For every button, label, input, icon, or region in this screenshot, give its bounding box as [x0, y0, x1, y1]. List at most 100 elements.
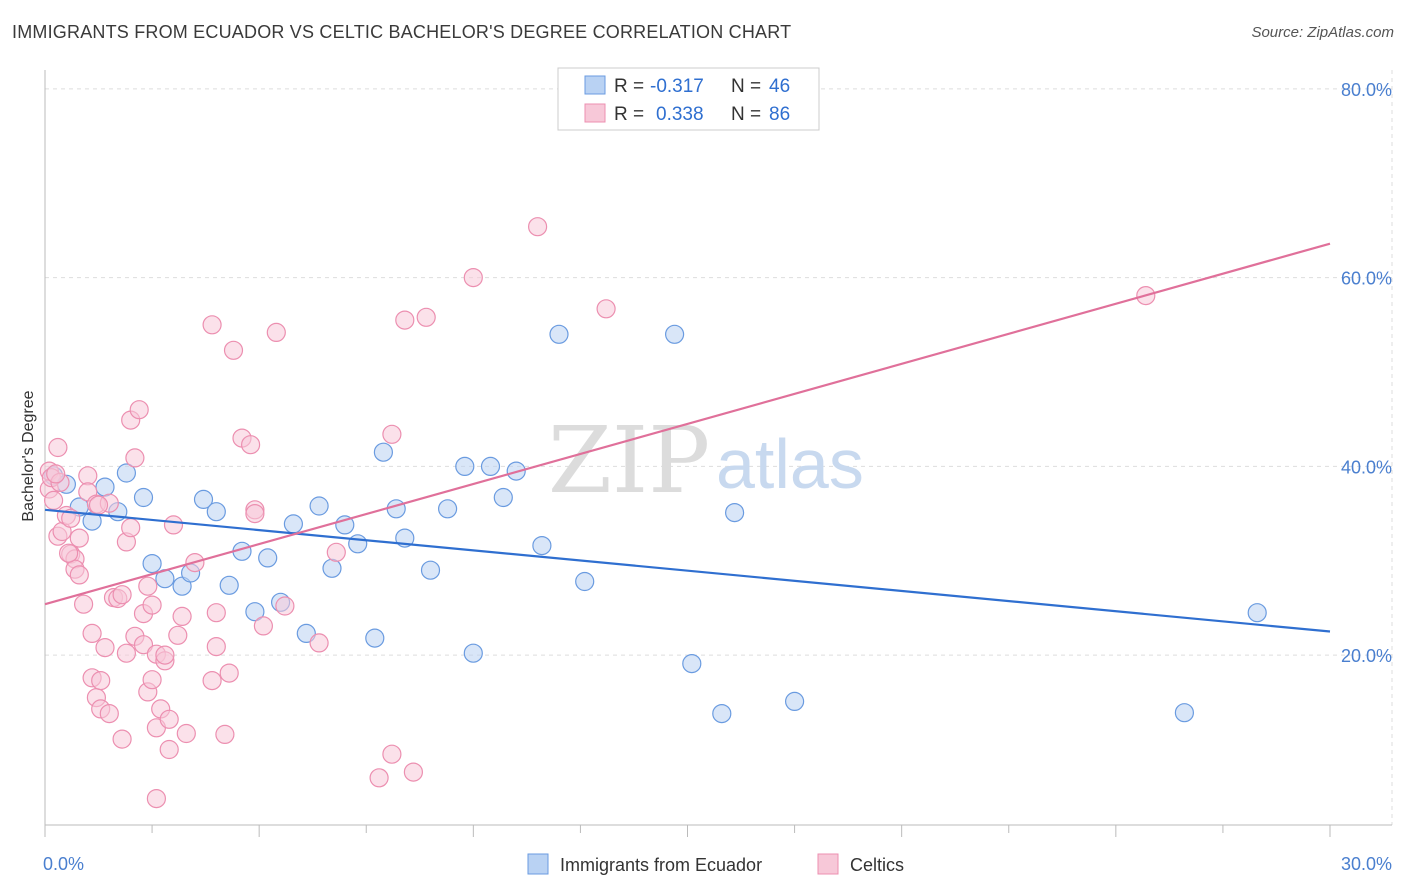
point-ecuador-31: [455, 456, 475, 476]
bottom-legend-label-ecuador: Immigrants from Ecuador: [560, 855, 762, 875]
point-ecuador-8: [142, 553, 162, 574]
point-celtics-67: [275, 596, 295, 616]
point-celtics-37: [133, 635, 154, 655]
legend-r-label-1: R =: [614, 104, 644, 125]
series-legend: Immigrants from Ecuador Celtics: [527, 853, 904, 875]
y-tick-label-3: 80.0%: [1341, 80, 1392, 100]
grid: [45, 70, 1393, 825]
point-ecuador-34: [493, 487, 513, 508]
legend-r-value-1: 0.338: [656, 104, 704, 125]
watermark: ZIP atlas: [548, 407, 864, 514]
point-ecuador-36: [532, 535, 552, 556]
point-celtics-79: [596, 299, 616, 319]
point-celtics-68: [266, 322, 286, 342]
point-ecuador-30: [438, 499, 458, 519]
point-celtics-72: [382, 744, 402, 764]
chart-title: IMMIGRANTS FROM ECUADOR VS CELTIC BACHEL…: [12, 22, 792, 42]
legend-swatch-ecuador: [584, 75, 606, 95]
point-celtics-30: [116, 643, 137, 663]
point-celtics-85: [88, 495, 109, 515]
point-ecuador-42: [724, 502, 745, 523]
point-celtics-2: [43, 490, 64, 510]
point-celtics-65: [245, 503, 265, 524]
point-ecuador-16: [245, 602, 265, 622]
point-ecuador-38: [575, 571, 595, 592]
x-tick-label-0: 0.0%: [43, 854, 84, 874]
source-label: Source: ZipAtlas.com: [1251, 24, 1394, 41]
bottom-legend-swatch-celtics: [817, 853, 839, 875]
point-celtics-76: [416, 307, 436, 327]
point-ecuador-14: [219, 575, 239, 595]
point-ecuador-22: [322, 558, 342, 578]
point-celtics-40: [142, 595, 162, 615]
point-celtics-51: [168, 625, 188, 645]
x-tick-labels: 0.0% 30.0%: [43, 854, 1392, 874]
point-celtics-52: [172, 606, 192, 627]
y-tick-label-1: 40.0%: [1341, 457, 1392, 477]
point-ecuador-7: [133, 487, 154, 508]
point-celtics-78: [527, 217, 548, 237]
axes: [44, 70, 1392, 837]
point-ecuador-13: [206, 502, 226, 522]
point-ecuador-45: [1247, 603, 1267, 623]
point-celtics-22: [95, 637, 115, 658]
point-celtics-84: [58, 543, 79, 563]
point-celtics-8: [61, 508, 81, 528]
y-axis-label: Bachelor's Degree: [20, 390, 37, 521]
point-celtics-56: [202, 670, 222, 691]
legend-swatch-celtics: [584, 103, 606, 123]
point-celtics-28: [112, 729, 132, 749]
point-ecuador-19: [283, 514, 303, 534]
point-celtics-63: [241, 435, 261, 455]
point-celtics-21: [91, 670, 111, 691]
point-ecuador-24: [348, 534, 368, 554]
point-ecuador-33: [480, 456, 501, 476]
point-celtics-53: [176, 723, 196, 744]
legend-n-value-1: 86: [769, 104, 790, 125]
point-celtics-41: [142, 670, 162, 690]
point-ecuador-29: [420, 560, 441, 580]
point-ecuador-6: [116, 463, 137, 483]
point-ecuador-25: [365, 628, 385, 648]
point-celtics-24: [99, 703, 119, 724]
point-ecuador-17: [258, 548, 278, 568]
point-celtics-61: [223, 340, 244, 360]
watermark-atlas: atlas: [716, 425, 864, 503]
point-celtics-48: [159, 739, 179, 760]
trend-line-ecuador: [44, 508, 1331, 633]
point-celtics-69: [309, 633, 329, 653]
point-celtics-58: [206, 603, 226, 623]
point-celtics-75: [403, 762, 423, 782]
point-ecuador-40: [682, 653, 702, 674]
trend-line-celtics: [44, 242, 1331, 606]
data-points: [39, 217, 1267, 809]
stats-legend: R = -0.317 N = 46 R = 0.338 N = 86: [557, 67, 820, 131]
point-celtics-71: [369, 768, 389, 788]
point-celtics-49: [159, 709, 179, 729]
point-celtics-39: [138, 576, 158, 596]
y-tick-label-2: 60.0%: [1341, 269, 1392, 289]
point-ecuador-21: [309, 496, 329, 516]
point-ecuador-26: [373, 442, 393, 462]
point-celtics-50: [163, 515, 184, 535]
legend-n-label-1: N =: [731, 104, 761, 125]
point-celtics-57: [206, 636, 226, 657]
bottom-legend-swatch-ecuador: [527, 853, 549, 875]
point-celtics-27: [112, 585, 132, 605]
legend-n-value-0: 46: [769, 76, 790, 97]
point-ecuador-4: [95, 477, 115, 497]
legend-r-value-0: -0.317: [650, 76, 704, 97]
point-ecuador-37: [549, 324, 569, 344]
point-celtics-60: [219, 663, 239, 683]
y-tick-label-0: 20.0%: [1341, 646, 1392, 666]
point-celtics-11: [69, 528, 89, 548]
trend-lines: [44, 242, 1331, 633]
point-celtics-14: [78, 466, 98, 486]
point-ecuador-43: [784, 691, 805, 712]
y-tick-labels: 20.0% 40.0% 60.0% 80.0%: [1341, 80, 1392, 666]
point-celtics-16: [82, 623, 102, 644]
point-ecuador-20: [296, 623, 316, 644]
point-celtics-55: [202, 315, 222, 335]
point-celtics-66: [253, 616, 273, 636]
